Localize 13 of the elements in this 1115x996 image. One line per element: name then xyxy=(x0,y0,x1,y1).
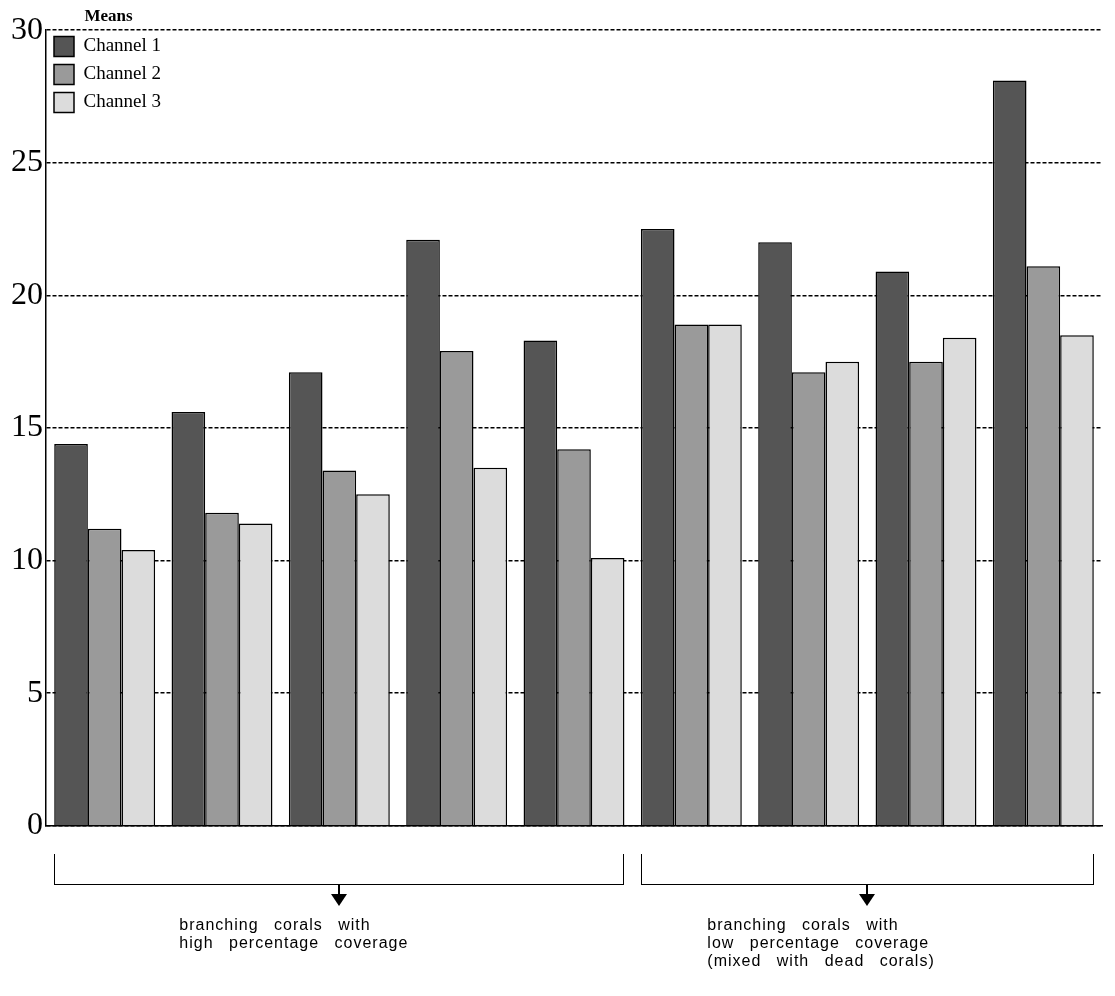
legend-label: Channel 3 xyxy=(83,90,162,112)
y-tick-label: 25 xyxy=(11,142,43,179)
text: branching corals with high percentage coverage xyxy=(179,916,410,952)
y-tick-label: 0 xyxy=(27,805,43,842)
y-tick-label: 10 xyxy=(11,540,43,577)
y-tick-label: 15 xyxy=(11,407,43,444)
y-tick-label: 30 xyxy=(11,9,43,46)
legend-label: Channel 1 xyxy=(83,34,162,56)
text: branching corals with low percentage coverage (mixed with dead corals) xyxy=(707,916,936,970)
legend-title: Means xyxy=(84,5,133,25)
legend-label: Channel 2 xyxy=(83,62,162,84)
y-tick-label: 20 xyxy=(11,274,43,311)
y-tick-label: 5 xyxy=(27,672,43,709)
